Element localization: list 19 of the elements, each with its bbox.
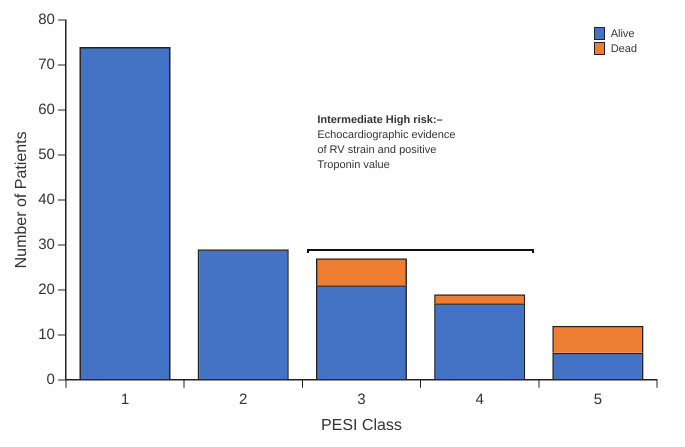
x-tick-label: 3 <box>357 390 366 408</box>
legend-label: Dead <box>610 42 637 54</box>
y-tick-label: 20 <box>38 280 55 298</box>
y-tick-label: 60 <box>38 101 55 118</box>
y-tick-label: 30 <box>38 236 55 254</box>
x-tick-label: 2 <box>239 390 248 408</box>
x-tick-label: 4 <box>475 390 484 408</box>
x-axis-title: PESI Class <box>320 416 402 434</box>
legend-label: Alive <box>610 28 635 40</box>
y-tick-label: 40 <box>38 191 55 208</box>
y-tick-label: 80 <box>38 11 55 28</box>
annotation: Intermediate High risk:– Echocardiographic evidence of RV strain and positive Troponin value <box>317 114 456 171</box>
y-tick-label: 70 <box>38 56 55 74</box>
y-tick-label: 10 <box>38 326 55 343</box>
y-tick-label: 0 <box>46 370 55 388</box>
y-tick-label: 50 <box>38 146 55 164</box>
y-axis-title: Number of Patients <box>13 131 30 268</box>
x-tick-label: 5 <box>594 390 602 408</box>
x-tick-label: 1 <box>120 390 130 408</box>
